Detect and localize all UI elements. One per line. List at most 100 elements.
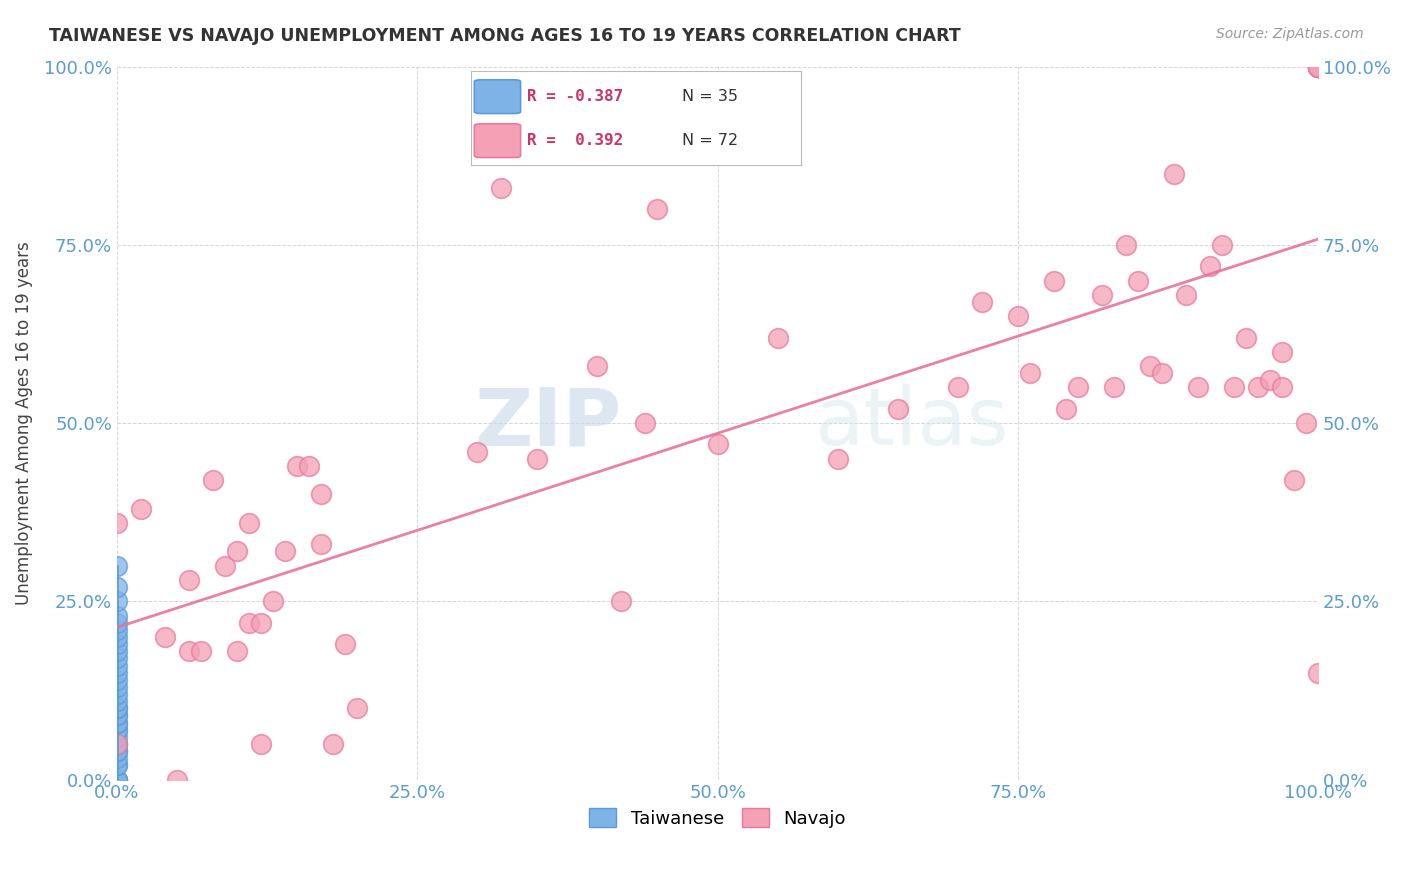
Point [105,744,128,758]
Point [1043,273,1066,287]
Point [1007,309,1029,323]
Point [105,723,128,737]
Point [105,715,128,730]
Point [766,330,789,344]
Point [1271,380,1294,394]
Point [1308,60,1330,74]
Point [105,701,128,715]
FancyBboxPatch shape [474,124,520,158]
Text: Source: ZipAtlas.com: Source: ZipAtlas.com [1216,27,1364,41]
Point [250,737,273,751]
Point [647,202,669,217]
Point [105,680,128,694]
Text: R =  0.392: R = 0.392 [527,133,623,148]
Point [1295,416,1317,430]
Point [238,615,260,630]
Point [105,558,128,573]
Point [610,594,633,608]
Legend: Taiwanese, Navajo: Taiwanese, Navajo [582,801,853,835]
Point [238,516,260,530]
Point [105,594,128,608]
Point [105,772,128,787]
Text: N = 35: N = 35 [682,89,738,104]
Point [335,637,357,651]
Point [309,537,332,551]
Point [166,772,188,787]
Point [105,730,128,744]
Point [105,630,128,644]
Point [1308,60,1330,74]
Point [1139,359,1161,373]
Point [105,615,128,630]
Point [105,687,128,701]
Point [105,516,128,530]
Point [1102,380,1125,394]
Point [105,758,128,772]
Point [105,751,128,765]
Point [153,630,176,644]
Point [1308,60,1330,74]
Text: R = -0.387: R = -0.387 [527,89,623,104]
Point [250,615,273,630]
Point [105,623,128,637]
Point [105,723,128,737]
Point [706,437,728,451]
Point [1308,665,1330,680]
Text: ZIP: ZIP [474,384,621,462]
Point [1150,366,1173,380]
Point [105,665,128,680]
Y-axis label: Unemployment Among Ages 16 to 19 years: Unemployment Among Ages 16 to 19 years [15,241,32,605]
Point [465,444,488,458]
Point [1247,380,1270,394]
Point [1115,237,1137,252]
Point [298,458,321,473]
Text: atlas: atlas [814,384,1008,462]
Point [105,744,128,758]
Point [226,644,249,658]
Point [226,544,249,558]
Point [970,294,993,309]
Point [105,658,128,673]
Point [105,608,128,623]
Point [309,487,332,501]
Point [1199,259,1222,273]
Point [190,644,212,658]
Point [1187,380,1209,394]
Point [105,708,128,723]
Point [322,737,344,751]
Point [1175,287,1198,301]
Point [105,651,128,665]
Point [1163,167,1185,181]
Point [1067,380,1090,394]
Point [105,580,128,594]
Text: N = 72: N = 72 [682,133,738,148]
Point [105,708,128,723]
Point [105,637,128,651]
Point [586,359,609,373]
Point [105,758,128,772]
Point [105,694,128,708]
Point [346,701,368,715]
Point [1271,344,1294,359]
Point [1018,366,1040,380]
Point [491,181,513,195]
Point [1091,287,1114,301]
Point [1308,60,1330,74]
Point [1126,273,1149,287]
Point [105,737,128,751]
Point [105,715,128,730]
Point [105,644,128,658]
Point [886,401,908,416]
Point [1054,401,1077,416]
Point [1308,60,1330,74]
Point [105,701,128,715]
Point [274,544,297,558]
Point [1308,60,1330,74]
Point [1282,473,1305,487]
Point [177,573,200,587]
FancyBboxPatch shape [474,79,520,113]
Point [1234,330,1257,344]
Point [1308,60,1330,74]
Point [526,451,548,466]
Point [1308,60,1330,74]
